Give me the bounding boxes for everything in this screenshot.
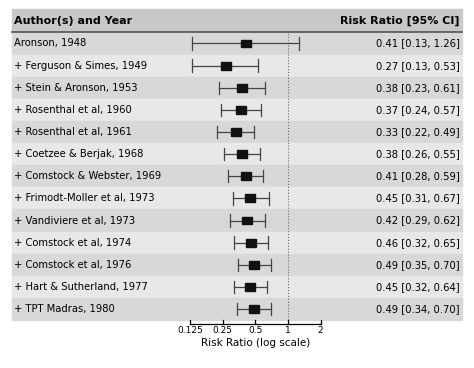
Text: 0.27 [0.13, 0.53]: 0.27 [0.13, 0.53] (376, 61, 460, 71)
Bar (12, 187, 462, 209)
Bar (245, 283, 255, 291)
Bar (12, 254, 462, 276)
Bar (237, 84, 247, 92)
Text: + Stein & Aronson, 1953: + Stein & Aronson, 1953 (14, 83, 138, 93)
Text: + Comstock & Webster, 1969: + Comstock & Webster, 1969 (14, 171, 162, 181)
Bar (241, 172, 251, 180)
Text: + Comstock et al, 1976: + Comstock et al, 1976 (14, 260, 132, 270)
Text: 0.125: 0.125 (177, 326, 203, 335)
Text: + TPT Madras, 1980: + TPT Madras, 1980 (14, 304, 115, 314)
Text: 0.38 [0.23, 0.61]: 0.38 [0.23, 0.61] (376, 83, 460, 93)
Text: + Rosenthal et al, 1960: + Rosenthal et al, 1960 (14, 105, 132, 115)
Text: + Vandiviere et al, 1973: + Vandiviere et al, 1973 (14, 216, 136, 226)
Text: 0.41 [0.13, 1.26]: 0.41 [0.13, 1.26] (376, 39, 460, 49)
Text: + Hart & Sutherland, 1977: + Hart & Sutherland, 1977 (14, 282, 148, 292)
Bar (12, 276, 462, 298)
Bar (245, 194, 255, 202)
Text: 0.38 [0.26, 0.55]: 0.38 [0.26, 0.55] (376, 149, 460, 159)
Text: + Frimodt-Moller et al, 1973: + Frimodt-Moller et al, 1973 (14, 193, 155, 204)
Text: 0.33 [0.22, 0.49]: 0.33 [0.22, 0.49] (376, 127, 460, 137)
Text: 0.46 [0.32, 0.65]: 0.46 [0.32, 0.65] (376, 238, 460, 248)
Text: 0.42 [0.29, 0.62]: 0.42 [0.29, 0.62] (376, 216, 460, 226)
Text: 0.25: 0.25 (212, 326, 233, 335)
Bar (12, 99, 462, 121)
Bar (237, 150, 247, 158)
Text: + Comstock et al, 1974: + Comstock et al, 1974 (14, 238, 131, 248)
Text: 0.49 [0.34, 0.70]: 0.49 [0.34, 0.70] (376, 304, 460, 314)
Bar (12, 121, 462, 143)
Bar (12, 9, 462, 32)
Text: 0.37 [0.24, 0.57]: 0.37 [0.24, 0.57] (376, 105, 460, 115)
Text: Aronson, 1948: Aronson, 1948 (14, 39, 86, 49)
Bar (221, 61, 231, 70)
Bar (12, 209, 462, 231)
Bar (12, 54, 462, 77)
Bar (236, 106, 246, 114)
Text: Author(s) and Year: Author(s) and Year (14, 16, 132, 26)
Text: 0.49 [0.35, 0.70]: 0.49 [0.35, 0.70] (376, 260, 460, 270)
Text: 0.45 [0.32, 0.64]: 0.45 [0.32, 0.64] (376, 282, 460, 292)
Bar (12, 298, 462, 320)
Text: + Ferguson & Simes, 1949: + Ferguson & Simes, 1949 (14, 61, 147, 71)
Bar (241, 39, 251, 47)
Text: 0.45 [0.31, 0.67]: 0.45 [0.31, 0.67] (376, 193, 460, 204)
Text: 2: 2 (318, 326, 323, 335)
Text: 0.41 [0.28, 0.59]: 0.41 [0.28, 0.59] (376, 171, 460, 181)
Text: Risk Ratio [95% CI]: Risk Ratio [95% CI] (340, 16, 460, 26)
Bar (249, 261, 259, 269)
Bar (246, 239, 256, 247)
Text: 0.5: 0.5 (248, 326, 263, 335)
Bar (12, 231, 462, 254)
Bar (12, 32, 462, 54)
Bar (12, 165, 462, 187)
Bar (12, 77, 462, 99)
Bar (242, 216, 252, 224)
Bar (230, 128, 241, 136)
Bar (249, 305, 259, 313)
Bar (12, 143, 462, 165)
Text: 1: 1 (285, 326, 291, 335)
Text: + Rosenthal et al, 1961: + Rosenthal et al, 1961 (14, 127, 132, 137)
Text: Risk Ratio (log scale): Risk Ratio (log scale) (201, 339, 310, 348)
Text: + Coetzee & Berjak, 1968: + Coetzee & Berjak, 1968 (14, 149, 144, 159)
